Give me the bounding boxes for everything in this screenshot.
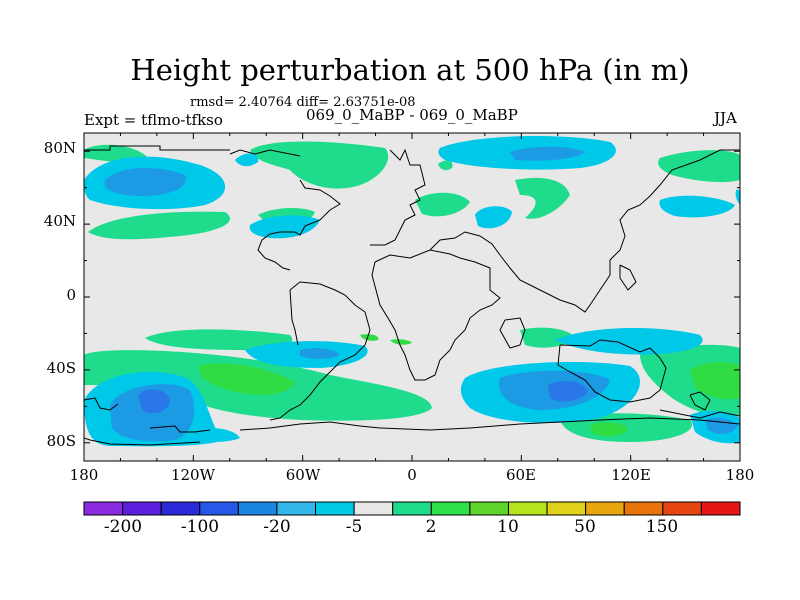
blue-low bbox=[138, 389, 170, 414]
blue-low bbox=[249, 215, 320, 239]
colorbar-label: 2 bbox=[425, 517, 437, 537]
green-patch bbox=[199, 363, 295, 395]
colorbar-box bbox=[237, 501, 278, 516]
blue-low bbox=[659, 195, 735, 218]
y-axis-labels: 80N 40N 0 40S 80S bbox=[44, 139, 76, 450]
blue-low bbox=[510, 146, 585, 161]
green-patch bbox=[390, 339, 412, 345]
x-tick-label: 120E bbox=[611, 466, 651, 484]
plot-title: Height perturbation at 500 hPa (in m) bbox=[130, 53, 690, 87]
green-patch bbox=[88, 211, 230, 240]
x-tick-label: 180 bbox=[70, 466, 99, 484]
green-patch bbox=[438, 160, 453, 171]
run-comparison-label: 069_0_MaBP - 069_0_MaBP bbox=[306, 106, 518, 124]
colorbar-box bbox=[700, 501, 741, 516]
y-tick-label: 40N bbox=[44, 212, 76, 230]
x-tick-label: 60E bbox=[506, 466, 536, 484]
y-tick-label: 80S bbox=[47, 432, 76, 450]
y-tick-label: 40S bbox=[47, 359, 76, 377]
colorbar-box bbox=[662, 501, 702, 516]
blue-low bbox=[195, 427, 240, 442]
colorbar-box bbox=[199, 501, 239, 516]
colorbar-box bbox=[546, 501, 587, 516]
blue-low bbox=[104, 168, 186, 196]
x-axis-labels: 180 120W 60W 0 60E 120E 180 bbox=[70, 466, 755, 484]
blue-low bbox=[475, 206, 512, 229]
colorbar-label: -5 bbox=[345, 517, 363, 537]
colorbar-label: -20 bbox=[263, 517, 291, 537]
colorbar bbox=[83, 501, 741, 516]
colorbar-box bbox=[160, 501, 201, 516]
blue-low bbox=[84, 354, 91, 372]
season-label: JJA bbox=[714, 109, 737, 127]
blue-low bbox=[548, 380, 588, 402]
colorbar-box bbox=[585, 501, 625, 516]
green-patch bbox=[415, 192, 470, 217]
colorbar-box bbox=[469, 501, 509, 516]
blue-low bbox=[735, 189, 740, 205]
green-patch bbox=[145, 329, 293, 351]
colorbar-box bbox=[623, 501, 664, 516]
colorbar-box bbox=[122, 501, 162, 516]
x-tick-label: 0 bbox=[407, 466, 417, 484]
perturbation-field bbox=[84, 136, 740, 447]
colorbar-box bbox=[83, 501, 124, 516]
y-tick-label: 0 bbox=[66, 286, 76, 304]
colorbar-box bbox=[353, 501, 394, 516]
green-patch bbox=[590, 422, 628, 437]
colorbar-label: 50 bbox=[574, 517, 596, 537]
x-tick-label: 60W bbox=[286, 466, 321, 484]
green-patch bbox=[360, 334, 379, 341]
blue-low bbox=[235, 153, 259, 167]
colorbar-label: -100 bbox=[180, 517, 220, 537]
green-patch bbox=[515, 177, 570, 219]
colorbar-label: 10 bbox=[497, 517, 519, 537]
colorbar-label: 150 bbox=[645, 517, 679, 537]
colorbar-box bbox=[392, 501, 432, 516]
green-patch bbox=[658, 150, 740, 183]
x-tick-label: 120W bbox=[171, 466, 216, 484]
colorbar-label: -200 bbox=[103, 517, 143, 537]
x-tick-label: 180 bbox=[726, 466, 755, 484]
axis-ticks bbox=[83, 133, 741, 461]
green-patch bbox=[690, 361, 740, 400]
blue-low bbox=[300, 347, 340, 359]
colorbar-box bbox=[276, 501, 317, 516]
experiment-label: Expt = tflmo-tfkso bbox=[84, 111, 223, 129]
y-tick-label: 80N bbox=[44, 139, 76, 157]
coastlines bbox=[84, 145, 740, 446]
colorbar-box bbox=[315, 501, 355, 516]
colorbar-box bbox=[430, 501, 471, 516]
rmsd-diff-stats: rmsd= 2.40764 diff= 2.63751e-08 bbox=[190, 95, 416, 110]
colorbar-box bbox=[507, 501, 548, 516]
blue-low bbox=[555, 328, 703, 355]
